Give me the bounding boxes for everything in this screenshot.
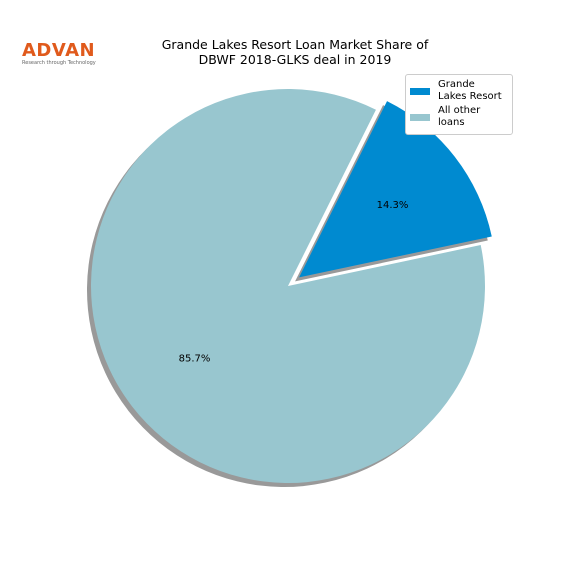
chart-title: Grande Lakes Resort Loan Market Share of… [161, 37, 429, 67]
legend-item: Grande Lakes Resort [410, 79, 508, 103]
legend-label: All other loans [438, 105, 481, 128]
legend-swatch [410, 113, 430, 121]
value-label: 85.7% [179, 353, 211, 364]
legend-label: Grande Lakes Resort [438, 79, 502, 102]
logo-text: ADVAN [22, 40, 96, 61]
legend: Grande Lakes Resort All other loans [405, 74, 513, 135]
value-label: 14.3% [377, 200, 409, 211]
pie-wedge [90, 88, 485, 483]
logo-tagline: Research through Technology [22, 60, 96, 66]
logo: ADVAN Research through Technology [22, 40, 96, 67]
legend-item: All other loans [410, 105, 508, 129]
legend-swatch [410, 87, 430, 95]
pie-wedge [299, 101, 492, 278]
